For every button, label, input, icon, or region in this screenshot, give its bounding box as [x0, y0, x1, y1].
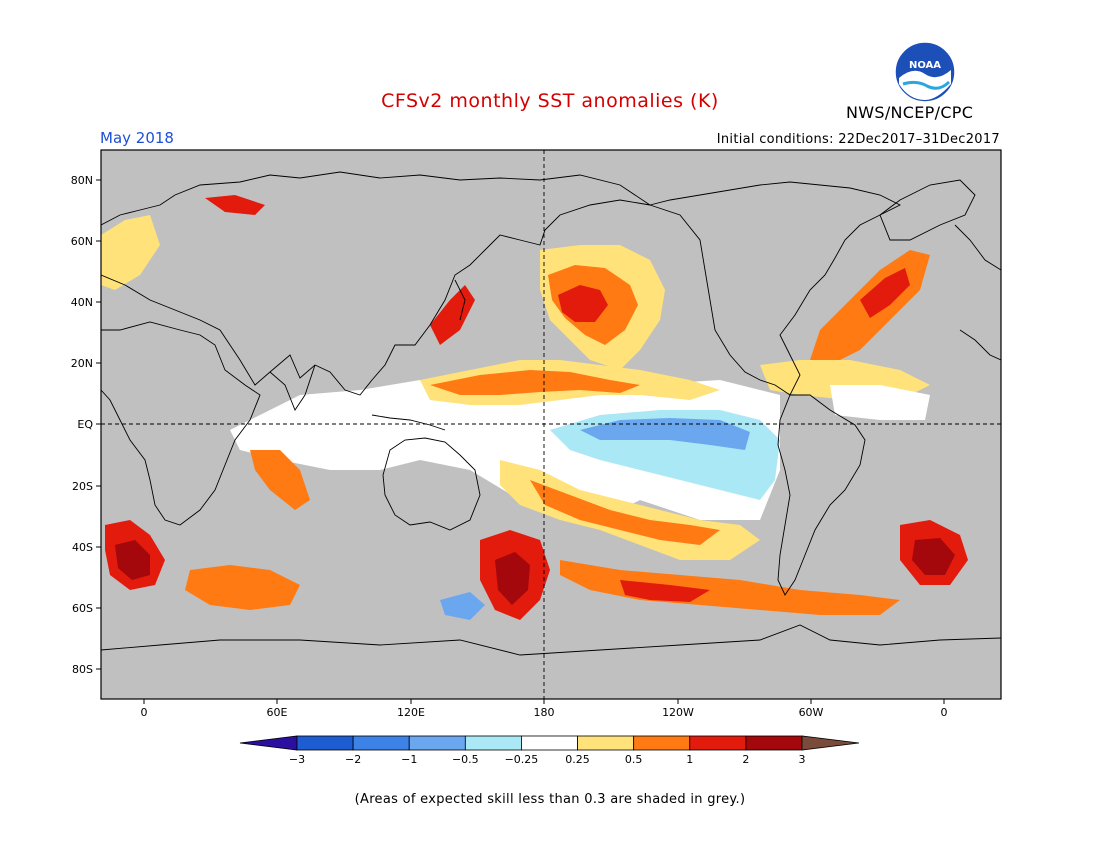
npac-gulf-red — [558, 285, 608, 322]
lon-label-0: 0 — [141, 706, 148, 719]
colorbar-tick-label: −2 — [345, 753, 361, 766]
so-cool-patch — [440, 592, 485, 620]
sw-indian-orange — [185, 565, 300, 610]
coast-south-america — [777, 394, 866, 596]
north-pacific-orange — [430, 370, 640, 395]
colorbar-swatch — [464, 735, 522, 751]
coast-antarctica — [101, 624, 1001, 656]
chart-title: CFSv2 monthly SST anomalies (K) — [381, 90, 719, 112]
lat-label-60n: 60N — [71, 235, 93, 248]
colorbar-max-arrow — [801, 735, 860, 751]
coast-india — [269, 364, 316, 411]
south-indian-orange — [250, 450, 310, 510]
anomaly-field — [101, 195, 968, 620]
colorbar-tick-label: 3 — [799, 753, 806, 766]
lat-label-60s: 60S — [72, 602, 93, 615]
lat-axis — [96, 179, 101, 670]
southern-ocean-red — [620, 580, 710, 602]
colorbar-tick-label: 1 — [686, 753, 693, 766]
lat-label-eq: EQ — [77, 418, 93, 431]
colorbar-tick-label: −0.25 — [505, 753, 539, 766]
lon-axis — [143, 699, 945, 704]
colorbar-swatch — [689, 735, 747, 751]
colorbar-tick-label: −3 — [289, 753, 305, 766]
south-pacific-orange — [530, 480, 720, 545]
colorbar-tick-label: 0.5 — [625, 753, 643, 766]
coastlines — [101, 171, 1001, 656]
colorbar-swatch — [745, 735, 803, 751]
nz-darkred — [495, 552, 530, 605]
coast-australia — [382, 437, 481, 531]
lon-label-60w: 60W — [799, 706, 824, 719]
lon-labels: 0 60E 120E 180 120W 60W 0 — [141, 706, 948, 719]
kuroshio-red — [430, 285, 475, 345]
colorbar-swatch — [521, 735, 578, 751]
noaa-logo-icon: NOAA — [894, 41, 956, 103]
tropical-atlantic-white — [830, 385, 930, 420]
lat-label-20n: 20N — [71, 357, 93, 370]
south-atlantic-darkred — [115, 540, 150, 580]
arctic-red — [205, 195, 265, 215]
colorbar-swatch — [352, 735, 410, 751]
lat-label-40s: 40S — [72, 541, 93, 554]
lat-label-20s: 20S — [72, 480, 93, 493]
forecast-month: May 2018 — [100, 129, 174, 147]
lon-label-180: 180 — [534, 706, 555, 719]
coast-greenland — [879, 179, 976, 241]
lon-label-0-east: 0 — [941, 706, 948, 719]
initial-conditions: Initial conditions: 22Dec2017–31Dec2017 — [716, 132, 1000, 147]
east-pacific-cool-mid — [580, 418, 750, 450]
coast-japan — [454, 279, 466, 321]
colorbar-tick-label: 0.25 — [565, 753, 590, 766]
colorbar-tick-label: −0.5 — [452, 753, 479, 766]
coast-europe-east-repeat — [954, 224, 1001, 271]
colorbar-min-arrow — [239, 735, 298, 751]
colorbar-swatch — [577, 735, 635, 751]
colorbar-swatch — [408, 735, 466, 751]
southern-ocean-orange — [560, 560, 900, 615]
lat-label-80s: 80S — [72, 663, 93, 676]
footnote: (Areas of expected skill less than 0.3 a… — [354, 792, 746, 807]
lat-labels: 80N 60N 40N 20N EQ 20S 40S 60S 80S — [71, 174, 94, 676]
coast-north-america — [648, 181, 902, 396]
colorbar: −3 −2 −1 −0.5 −0.25 0.25 0.5 1 2 3 — [239, 735, 860, 766]
north-atlantic-red — [860, 268, 910, 318]
svg-text:NOAA: NOAA — [909, 60, 941, 71]
lat-label-80n: 80N — [71, 174, 93, 187]
colorbar-swatch — [633, 735, 691, 751]
sw-atlantic-darkred — [912, 538, 955, 575]
colorbar-tick-label: −1 — [401, 753, 417, 766]
colorbar-swatch — [296, 735, 354, 751]
agency-label: NWS/NCEP/CPC — [846, 103, 974, 122]
lat-label-40n: 40N — [71, 296, 93, 309]
lon-label-120w: 120W — [662, 706, 694, 719]
lon-label-120e: 120E — [397, 706, 425, 719]
colorbar-tick-label: 2 — [742, 753, 749, 766]
europe-north-atlantic-yellow — [101, 215, 160, 290]
coast-africa — [101, 321, 261, 526]
coast-africa-east-repeat — [959, 329, 1001, 361]
lon-label-60e: 60E — [267, 706, 288, 719]
coast-indonesia — [371, 414, 446, 431]
